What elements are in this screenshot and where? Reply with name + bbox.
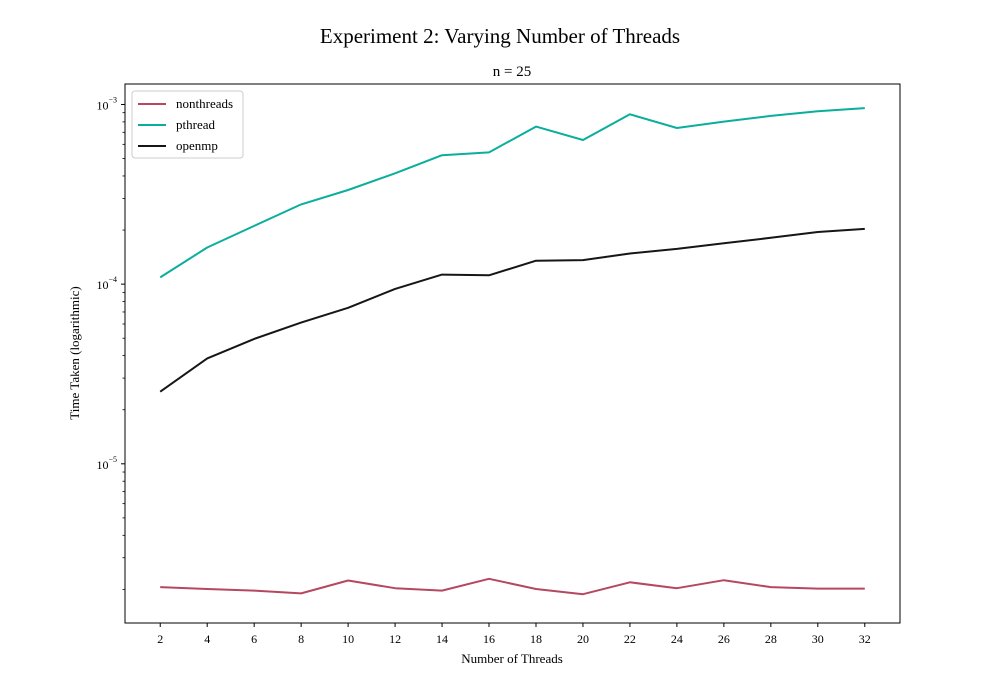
legend-label: nonthreads [176,96,233,111]
x-tick-label: 2 [157,632,163,646]
x-tick-label: 12 [389,632,401,646]
x-tick-label: 28 [765,632,777,646]
legend-label: openmp [176,138,218,153]
x-tick-label: 26 [718,632,730,646]
y-tick-label: 10−4 [96,275,117,292]
x-tick-label: 32 [859,632,871,646]
y-tick-exponent: −4 [108,275,117,284]
x-tick-label: 14 [436,632,448,646]
x-tick-label: 16 [483,632,495,646]
chart-subtitle: n = 25 [493,64,531,80]
legend: nonthreads pthread openmp [131,90,244,159]
series-line-nonthreads [160,577,865,596]
y-tick-exponent: −5 [108,455,117,464]
chart-title: Experiment 2: Varying Number of Threads [320,24,680,48]
y-tick-label: 10−3 [96,95,117,112]
x-tick-label: 22 [624,632,636,646]
series-layer [159,107,865,596]
x-tick-label: 4 [204,632,210,646]
x-tick-label: 10 [342,632,354,646]
series-line-pthread [159,107,865,279]
y-axis: 10−310−410−5 [96,95,125,590]
x-tick-label: 6 [251,632,257,646]
plot-area [124,83,901,624]
x-tick-label: 24 [671,632,683,646]
x-tick-label: 20 [577,632,589,646]
y-tick-base: 10 [96,98,108,112]
y-tick-label: 10−5 [96,455,117,472]
x-tick-label: 8 [298,632,304,646]
x-axis-label: Number of Threads [461,651,563,666]
y-tick-exponent: −3 [108,95,117,104]
y-tick-base: 10 [96,458,108,472]
y-axis-label: Time Taken (logarithmic) [67,286,82,419]
x-tick-label: 18 [530,632,542,646]
x-tick-label: 30 [812,632,824,646]
series-line-openmp [159,227,865,393]
x-axis: 2 4 6 8 10 12 14 16 18 20 22 24 26 28 30 32 [157,623,871,646]
legend-box [131,90,244,159]
y-tick-base: 10 [96,278,108,292]
legend-label: pthread [176,117,215,132]
